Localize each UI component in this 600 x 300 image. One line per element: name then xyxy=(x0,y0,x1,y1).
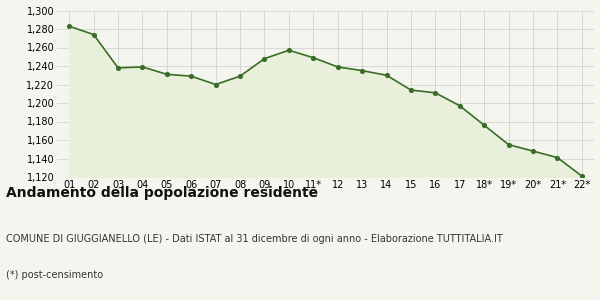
Point xyxy=(137,64,147,69)
Point xyxy=(382,73,391,78)
Text: (*) post-censimento: (*) post-censimento xyxy=(6,270,103,280)
Point xyxy=(64,24,74,28)
Point xyxy=(479,123,489,128)
Point xyxy=(406,88,416,92)
Point xyxy=(455,103,464,108)
Point xyxy=(431,90,440,95)
Point xyxy=(553,155,562,160)
Point xyxy=(333,64,343,69)
Point xyxy=(211,82,220,87)
Point xyxy=(577,174,587,178)
Point xyxy=(162,72,172,77)
Point xyxy=(113,65,123,70)
Text: COMUNE DI GIUGGIANELLO (LE) - Dati ISTAT al 31 dicembre di ogni anno - Elaborazi: COMUNE DI GIUGGIANELLO (LE) - Dati ISTAT… xyxy=(6,234,503,244)
Point xyxy=(528,149,538,154)
Point xyxy=(89,32,98,37)
Text: Andamento della popolazione residente: Andamento della popolazione residente xyxy=(6,186,318,200)
Point xyxy=(235,74,245,79)
Point xyxy=(358,68,367,73)
Point xyxy=(504,142,514,147)
Point xyxy=(308,55,318,60)
Point xyxy=(284,48,293,53)
Point xyxy=(187,74,196,79)
Point xyxy=(260,56,269,61)
